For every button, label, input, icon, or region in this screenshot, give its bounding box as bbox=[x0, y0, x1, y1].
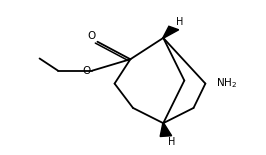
Polygon shape bbox=[163, 26, 179, 38]
Text: O: O bbox=[83, 66, 91, 76]
Text: H: H bbox=[168, 137, 175, 147]
Text: H: H bbox=[176, 17, 183, 27]
Text: NH$_2$: NH$_2$ bbox=[216, 76, 237, 90]
Polygon shape bbox=[160, 123, 172, 137]
Text: O: O bbox=[87, 31, 95, 41]
